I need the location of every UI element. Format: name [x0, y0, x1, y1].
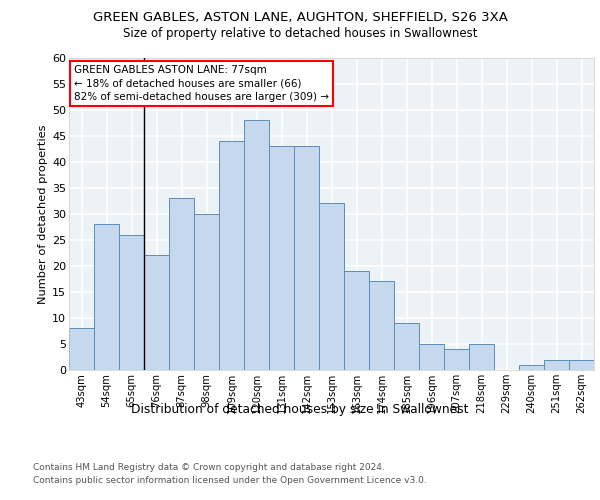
- Bar: [69, 328, 94, 370]
- Bar: [344, 271, 369, 370]
- Bar: [569, 360, 594, 370]
- Bar: [219, 141, 244, 370]
- Text: Contains public sector information licensed under the Open Government Licence v3: Contains public sector information licen…: [33, 476, 427, 485]
- Bar: [94, 224, 119, 370]
- Text: Distribution of detached houses by size in Swallownest: Distribution of detached houses by size …: [131, 402, 469, 415]
- Bar: [269, 146, 294, 370]
- Bar: [144, 256, 169, 370]
- Text: Contains HM Land Registry data © Crown copyright and database right 2024.: Contains HM Land Registry data © Crown c…: [33, 462, 385, 471]
- Bar: [169, 198, 194, 370]
- Bar: [369, 282, 394, 370]
- Bar: [544, 360, 569, 370]
- Text: Size of property relative to detached houses in Swallownest: Size of property relative to detached ho…: [123, 28, 477, 40]
- Text: GREEN GABLES, ASTON LANE, AUGHTON, SHEFFIELD, S26 3XA: GREEN GABLES, ASTON LANE, AUGHTON, SHEFF…: [92, 11, 508, 24]
- Bar: [319, 204, 344, 370]
- Bar: [419, 344, 444, 370]
- Bar: [294, 146, 319, 370]
- Bar: [394, 323, 419, 370]
- Text: GREEN GABLES ASTON LANE: 77sqm
← 18% of detached houses are smaller (66)
82% of : GREEN GABLES ASTON LANE: 77sqm ← 18% of …: [74, 66, 329, 102]
- Bar: [469, 344, 494, 370]
- Y-axis label: Number of detached properties: Number of detached properties: [38, 124, 48, 304]
- Bar: [119, 234, 144, 370]
- Bar: [444, 349, 469, 370]
- Bar: [244, 120, 269, 370]
- Bar: [194, 214, 219, 370]
- Bar: [519, 365, 544, 370]
